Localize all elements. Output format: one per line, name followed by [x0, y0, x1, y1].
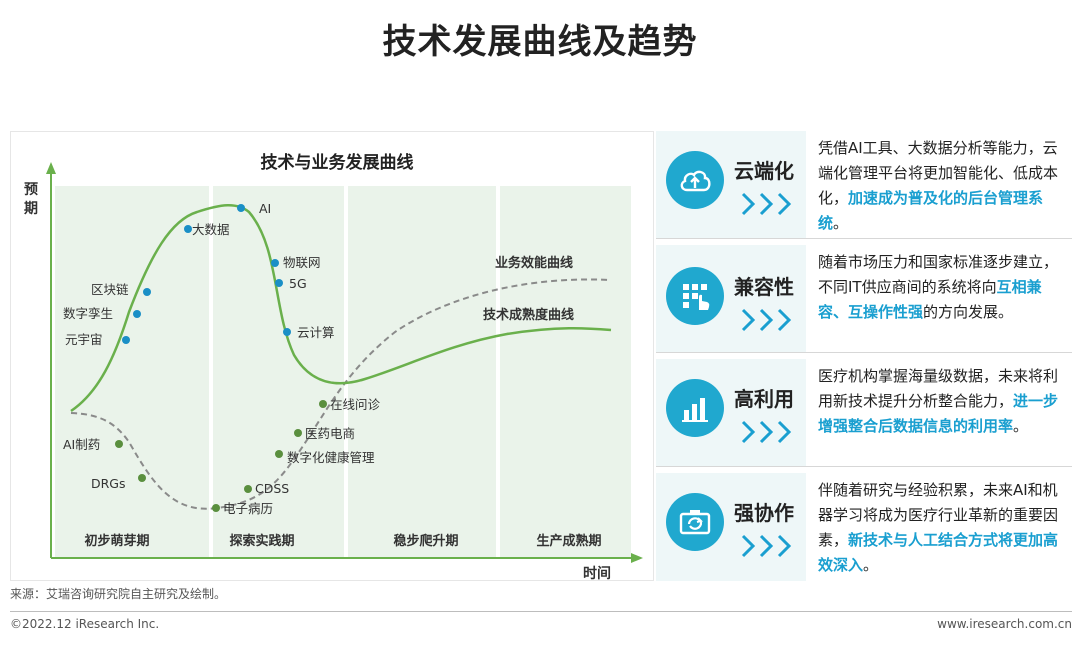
biz-point-label: DRGs [91, 476, 126, 491]
phase-band-2 [213, 186, 344, 558]
y-axis-arrow [46, 162, 56, 174]
trend-card-header: 兼容性 [656, 245, 806, 352]
phase-label-2: 探索实践期 [229, 533, 294, 549]
trend-name: 高利用 [734, 387, 794, 411]
trend-card-header: 云端化 [656, 131, 806, 238]
trend-name: 兼容性 [734, 275, 794, 299]
business-efficiency-curve-label: 业务效能曲线 [495, 255, 573, 271]
curve-diagram-panel: 技术与业务发展曲线 预 期 时间 初步萌芽期 探索实践期 稳步爬升期 生产成熟期… [10, 131, 654, 582]
biz-point-label: 数字化健康管理 [287, 450, 375, 465]
source-note: 来源：艾瑞咨询研究院自主研究及绘制。 [10, 587, 227, 601]
chevrons-icon [741, 534, 792, 558]
tech-point-label: AI [259, 201, 271, 216]
trend-card-collaboration: 强协作 伴随着研究与经验积累，未来AI和机器学习将成为医疗行业革新的重要因素，新… [656, 473, 1072, 581]
trend-list: 云端化 凭借AI工具、大数据分析等能力，云端化管理平台将更加智能化、低成本化，加… [656, 131, 1072, 581]
bar-chart-icon [666, 379, 724, 437]
tech-point-big-data [184, 225, 192, 233]
trend-card-utilization: 高利用 医疗机构掌握海量级数据，未来将利用新技术提升分析整合能力，进一步增强整合… [656, 359, 1072, 467]
phase-label-3: 稳步爬升期 [393, 533, 458, 549]
biz-point-label: 医药电商 [305, 426, 355, 441]
biz-point-cdss [244, 485, 252, 493]
biz-point-drgs [138, 474, 146, 482]
business-efficiency-curve [70, 278, 612, 510]
copyright: ©2022.12 iResearch Inc. [10, 617, 160, 631]
phase-band-4 [500, 186, 631, 558]
website-link[interactable]: www.iresearch.com.cn [937, 617, 1072, 631]
trend-name: 强协作 [734, 501, 794, 525]
biz-point-pharma-ecommerce [294, 429, 302, 437]
diagram-title: 技术与业务发展曲线 [261, 152, 414, 173]
grid-touch-icon [666, 267, 724, 325]
chevrons-icon [741, 192, 792, 216]
x-axis-arrow [631, 553, 643, 563]
trend-card-header: 高利用 [656, 359, 806, 466]
footer-divider [10, 611, 1072, 612]
tech-point-label: 区块链 [91, 282, 129, 297]
cloud-upload-icon [666, 151, 724, 209]
tech-point-blockchain [143, 288, 151, 296]
biz-point-label: CDSS [255, 481, 289, 496]
technology-maturity-curve [70, 204, 612, 413]
tech-point-ai [237, 204, 245, 212]
biz-point-ai-pharma [115, 440, 123, 448]
trend-card-header: 强协作 [656, 473, 806, 581]
trend-description: 伴随着研究与经验积累，未来AI和机器学习将成为医疗行业革新的重要因素，新技术与人… [818, 481, 1059, 574]
biz-point-digital-health [275, 450, 283, 458]
trend-description: 随着市场压力和国家标准逐步建立，不同IT供应商间的系统将向互相兼容、互操作性强的… [818, 253, 1059, 321]
tech-point-label: 5G [289, 276, 307, 291]
trend-description: 医疗机构掌握海量级数据，未来将利用新技术提升分析整合能力，进一步增强整合后数据信… [818, 367, 1059, 435]
phase-label-1: 初步萌芽期 [84, 533, 149, 549]
phase-band-1 [55, 186, 209, 558]
biz-point-label: 电子病历 [223, 501, 273, 516]
tech-point-metaverse [122, 336, 130, 344]
tech-point-cloud-computing [283, 328, 291, 336]
y-axis-label-1: 预 [24, 182, 38, 198]
technology-maturity-curve-label: 技术成熟度曲线 [483, 307, 574, 323]
collaboration-icon [666, 493, 724, 551]
tech-point-label: 大数据 [192, 222, 230, 237]
tech-point-digital-twin [133, 310, 141, 318]
trend-card-compatibility: 兼容性 随着市场压力和国家标准逐步建立，不同IT供应商间的系统将向互相兼容、互操… [656, 245, 1072, 353]
biz-point-label: AI制药 [63, 437, 100, 452]
trend-name: 云端化 [734, 159, 794, 183]
trend-description: 凭借AI工具、大数据分析等能力，云端化管理平台将更加智能化、低成本化，加速成为普… [818, 139, 1059, 232]
x-axis-label: 时间 [583, 565, 611, 582]
biz-point-emr [212, 504, 220, 512]
biz-point-label: 在线问诊 [330, 397, 381, 412]
tech-point-label: 数字孪生 [63, 306, 113, 321]
biz-point-online-consultation [319, 400, 327, 408]
phase-band-3 [348, 186, 496, 558]
trend-card-cloud: 云端化 凭借AI工具、大数据分析等能力，云端化管理平台将更加智能化、低成本化，加… [656, 131, 1072, 239]
chevrons-icon [741, 420, 792, 444]
page-title: 技术发展曲线及趋势 [382, 22, 698, 62]
tech-point-label: 元宇宙 [65, 332, 103, 347]
tech-point-label: 云计算 [297, 325, 335, 340]
tech-point-iot [271, 259, 279, 267]
tech-point-5g [275, 279, 283, 287]
y-axis-label-2: 期 [24, 201, 38, 217]
phase-label-4: 生产成熟期 [536, 533, 601, 549]
curve-diagram: 技术与业务发展曲线 预 期 时间 初步萌芽期 探索实践期 稳步爬升期 生产成熟期… [24, 152, 643, 582]
chevrons-icon [741, 308, 792, 332]
tech-point-label: 物联网 [283, 255, 321, 270]
